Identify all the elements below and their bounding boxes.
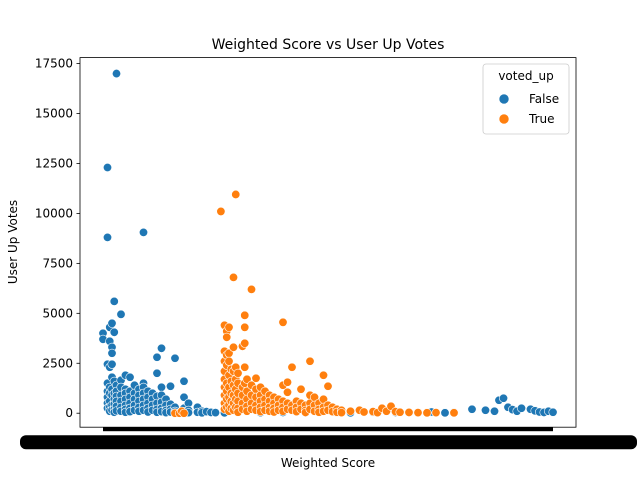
legend-label-true: True xyxy=(528,112,555,126)
point-false-139 xyxy=(467,404,477,414)
x-axis xyxy=(20,427,637,450)
point-true-108 xyxy=(287,362,297,372)
point-false-18 xyxy=(107,318,117,328)
point-false-21 xyxy=(107,359,117,369)
point-false-108 xyxy=(170,353,180,363)
point-false-35 xyxy=(112,69,122,79)
point-true-22 xyxy=(224,322,234,332)
point-false-125 xyxy=(211,408,221,418)
point-true-120 xyxy=(305,356,315,366)
point-true-60 xyxy=(240,322,250,332)
point-true-155 xyxy=(422,408,432,418)
point-true-36 xyxy=(229,342,239,352)
point-true-154 xyxy=(413,408,423,418)
point-true-3 xyxy=(179,408,189,418)
point-true-156 xyxy=(431,408,441,418)
point-false-94 xyxy=(157,382,167,392)
point-false-113 xyxy=(179,392,189,402)
point-true-74 xyxy=(251,373,261,383)
point-true-153 xyxy=(404,407,414,417)
y-tick-label-4: 10000 xyxy=(35,206,73,220)
point-true-48 xyxy=(233,368,243,378)
point-true-59 xyxy=(240,310,250,320)
point-true-143 xyxy=(345,406,355,416)
point-false-143 xyxy=(498,393,508,403)
x-axis-label: Weighted Score xyxy=(281,456,375,470)
chart-title: Weighted Score vs User Up Votes xyxy=(212,37,445,53)
point-true-114 xyxy=(296,384,306,394)
point-true-99 xyxy=(278,317,288,327)
point-true-142 xyxy=(336,408,346,418)
x-tick-labels-overlapping xyxy=(20,435,637,450)
point-true-69 xyxy=(247,284,257,294)
point-false-89 xyxy=(152,368,162,378)
point-true-130 xyxy=(318,370,328,380)
y-tick-label-2: 5000 xyxy=(42,306,73,320)
point-false-153 xyxy=(548,407,558,417)
legend-label-false: False xyxy=(529,92,559,106)
point-false-147 xyxy=(516,403,526,413)
point-false-141 xyxy=(489,406,499,416)
y-tick-label-0: 0 xyxy=(65,406,73,420)
point-true-61 xyxy=(240,338,250,348)
point-false-20 xyxy=(107,348,117,358)
y-tick-label-6: 15000 xyxy=(35,107,73,121)
point-false-140 xyxy=(480,405,490,415)
point-false-104 xyxy=(166,381,176,391)
point-true-104 xyxy=(282,377,292,387)
point-true-64 xyxy=(242,374,252,384)
point-false-56 xyxy=(125,372,135,382)
point-true-105 xyxy=(282,387,292,397)
legend-title: voted_up xyxy=(498,69,553,83)
point-false-88 xyxy=(152,352,162,362)
x-tick-marks xyxy=(103,427,553,432)
y-tick-label-1: 2500 xyxy=(42,356,73,370)
point-true-35 xyxy=(229,272,239,282)
point-true-42 xyxy=(231,189,241,199)
legend: voted_up False True xyxy=(482,63,570,135)
point-true-152 xyxy=(395,407,405,417)
y-tick-label-3: 7500 xyxy=(42,256,73,270)
legend-marker-true xyxy=(498,113,510,125)
point-false-95 xyxy=(157,343,167,353)
point-true-24 xyxy=(224,356,234,366)
y-tick-label-5: 12500 xyxy=(35,156,73,170)
legend-marker-false xyxy=(498,93,510,105)
point-true-145 xyxy=(359,407,369,417)
point-false-42 xyxy=(116,309,126,319)
point-true-62 xyxy=(240,362,250,372)
y-axis: 0 2500 5000 7500 10000 12500 15000 17500 xyxy=(35,57,80,420)
point-true-134 xyxy=(323,381,333,391)
point-false-137 xyxy=(440,408,450,418)
y-tick-label-7: 17500 xyxy=(35,57,73,71)
point-false-112 xyxy=(179,376,189,386)
point-true-157 xyxy=(449,408,459,418)
scatter-points xyxy=(98,69,558,418)
point-false-28 xyxy=(109,327,119,337)
point-false-3 xyxy=(103,232,113,242)
point-false-27 xyxy=(109,296,119,306)
y-axis-label: User Up Votes xyxy=(6,200,20,284)
point-true-15 xyxy=(222,332,232,342)
point-false-2 xyxy=(103,162,113,172)
point-false-72 xyxy=(139,227,149,237)
point-true-4 xyxy=(216,206,226,216)
